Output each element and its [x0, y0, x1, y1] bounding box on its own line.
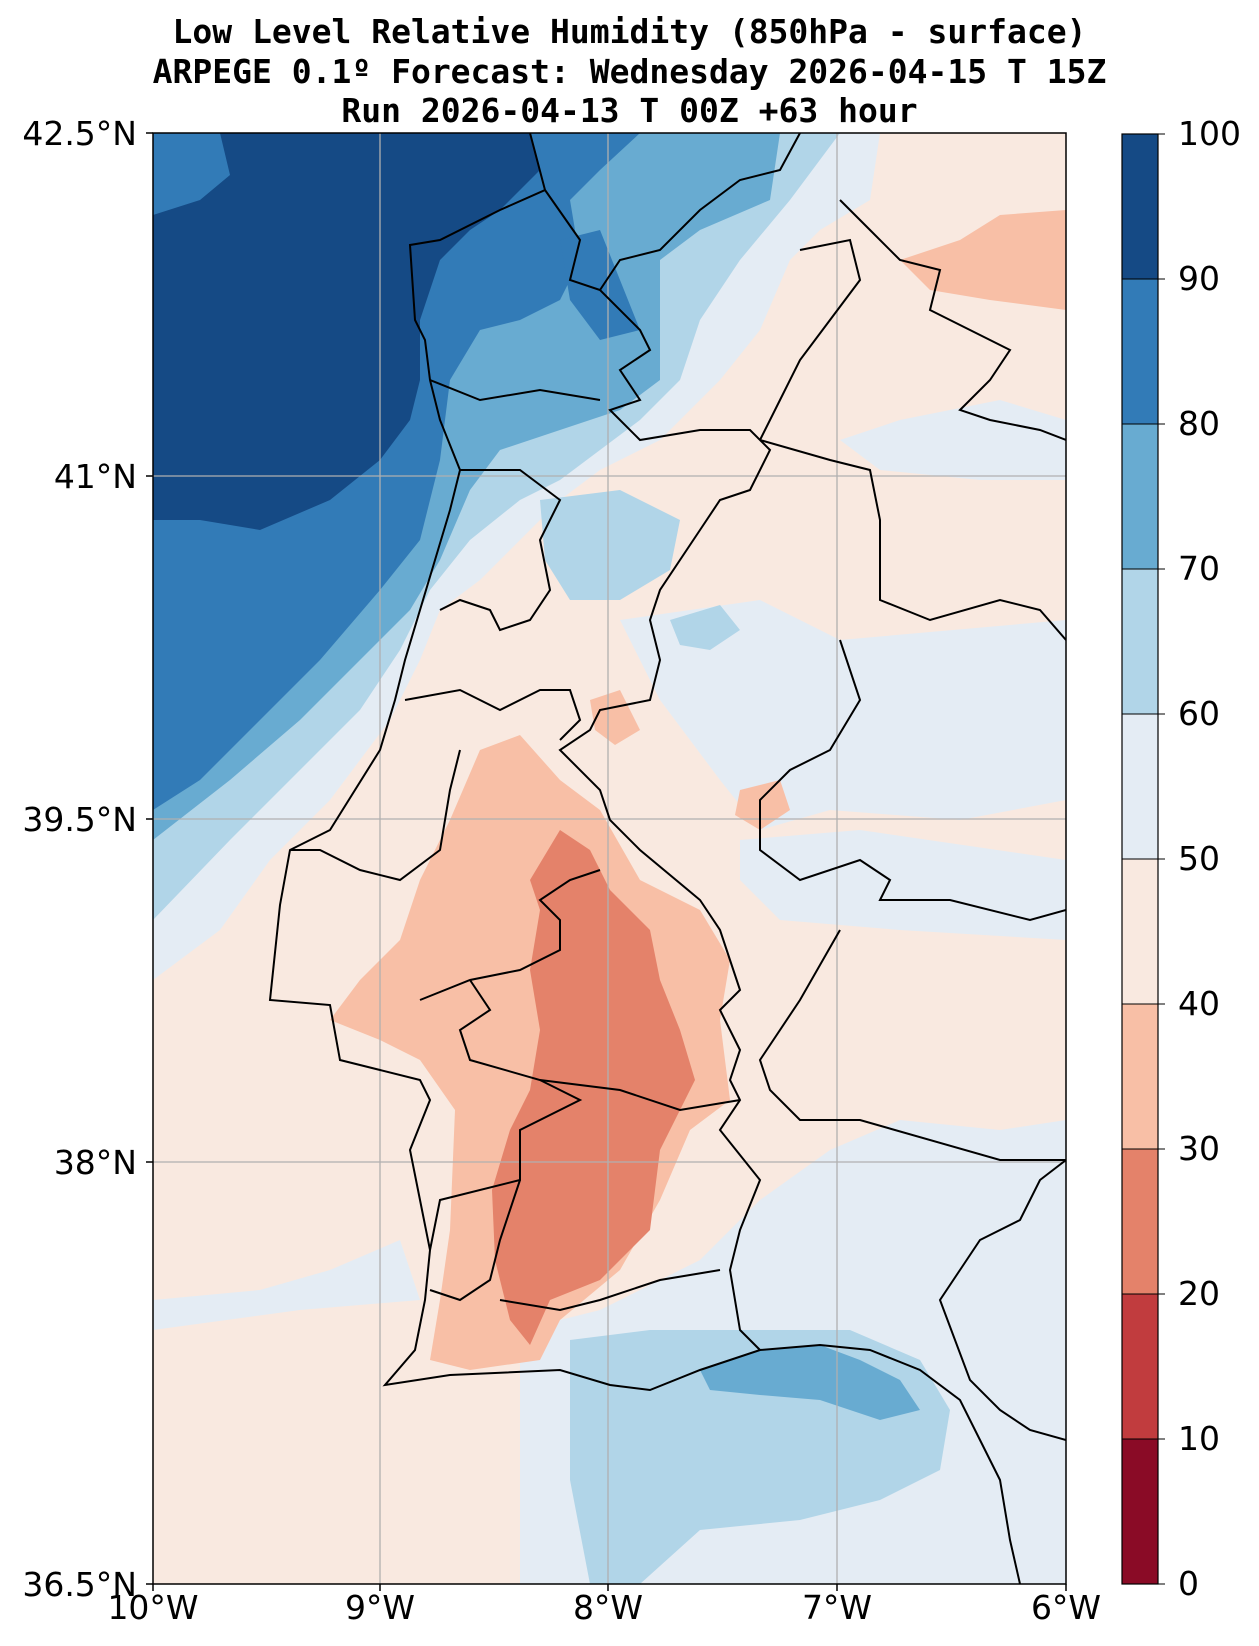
colorbar-tick-label: 60: [1178, 694, 1220, 733]
y-tick-label: 41°N: [53, 457, 137, 496]
x-tick-label: 8°W: [572, 1588, 644, 1627]
colorbar-tick-label: 0: [1178, 1564, 1199, 1603]
district-border: [429, 1179, 521, 1302]
border-portugal-spain: [544, 189, 772, 1351]
contour-50-60: [840, 400, 1066, 480]
coastline: [268, 133, 1021, 1584]
district-border: [290, 749, 461, 882]
colorbar-frame: [1121, 133, 1159, 1585]
district-border: [429, 979, 583, 1251]
colorbar-tick-label: 20: [1178, 1274, 1220, 1313]
colorbar-segment: [1122, 424, 1158, 570]
contour-50-60: [740, 830, 1066, 940]
contour-30-40: [590, 690, 640, 745]
contour-30-40: [735, 780, 790, 830]
y-tick-label: 39.5°N: [22, 800, 137, 839]
colorbar-segment: [1122, 1294, 1158, 1440]
region-border: [759, 238, 862, 441]
district-border: [439, 469, 562, 632]
colorbar-segment: [1122, 134, 1158, 280]
district-border: [404, 688, 582, 741]
colorbar-segment: [1122, 569, 1158, 715]
colorbar-tick-label: 10: [1178, 1419, 1220, 1458]
contour-60-70: [670, 605, 740, 650]
region-border: [599, 133, 801, 291]
gridlines: [153, 133, 1066, 1584]
contour-80-90: [560, 230, 640, 340]
axis-ticks: [146, 132, 1067, 1591]
x-tick-label: 6°W: [1030, 1588, 1102, 1627]
colorbar-tick-label: 70: [1178, 549, 1220, 588]
y-tick-label: 38°N: [53, 1143, 137, 1182]
map-frame: [152, 132, 1067, 1585]
district-border: [419, 869, 601, 1001]
colorbar-tick-label: 80: [1178, 404, 1220, 443]
colorbar-segment: [1122, 714, 1158, 860]
colorbar-segment: [1122, 1149, 1158, 1295]
colorbar-tick-label: 100: [1178, 114, 1241, 153]
colorbar-segment: [1122, 859, 1158, 1005]
humidity-contours: [153, 133, 1066, 1584]
colorbar-segment: [1122, 1439, 1158, 1585]
colorbar-segment: [1122, 1004, 1158, 1150]
y-tick-label: 36.5°N: [22, 1565, 137, 1604]
colorbar-tick-label: 50: [1178, 839, 1220, 878]
district-border: [429, 379, 601, 402]
coastlines-and-borders: [268, 133, 1066, 1584]
district-border: [539, 1079, 741, 1112]
x-tick-label: 9°W: [344, 1588, 416, 1627]
contour-60-70: [540, 490, 680, 600]
title-line-3: Run 2026-04-13 T 00Z +63 hour: [341, 91, 918, 130]
region-border: [759, 639, 1066, 922]
region-border: [759, 439, 1066, 641]
title-line-2: ARPEGE 0.1º Forecast: Wednesday 2026-04-…: [152, 52, 1107, 91]
region-border: [758, 929, 1066, 1161]
x-tick-label: 10°W: [107, 1588, 199, 1627]
contour-30-40: [900, 210, 1066, 310]
y-tick-label: 42.5°N: [22, 114, 137, 153]
contour-90-100: [153, 133, 540, 530]
colorbar-segment: [1122, 279, 1158, 425]
contour-50-60: [620, 600, 1066, 830]
region-border: [839, 199, 1066, 441]
district-border: [499, 1269, 721, 1312]
region-border: [938, 1159, 1066, 1441]
colorbar: [1121, 133, 1165, 1585]
colorbar-tick-label: 30: [1178, 1129, 1220, 1168]
title-line-1: Low Level Relative Humidity (850hPa - su…: [172, 12, 1087, 51]
colorbar-tick-label: 40: [1178, 984, 1220, 1023]
x-tick-label: 7°W: [801, 1588, 873, 1627]
colorbar-tick-label: 90: [1178, 259, 1220, 298]
contour-70-80: [700, 1345, 920, 1420]
